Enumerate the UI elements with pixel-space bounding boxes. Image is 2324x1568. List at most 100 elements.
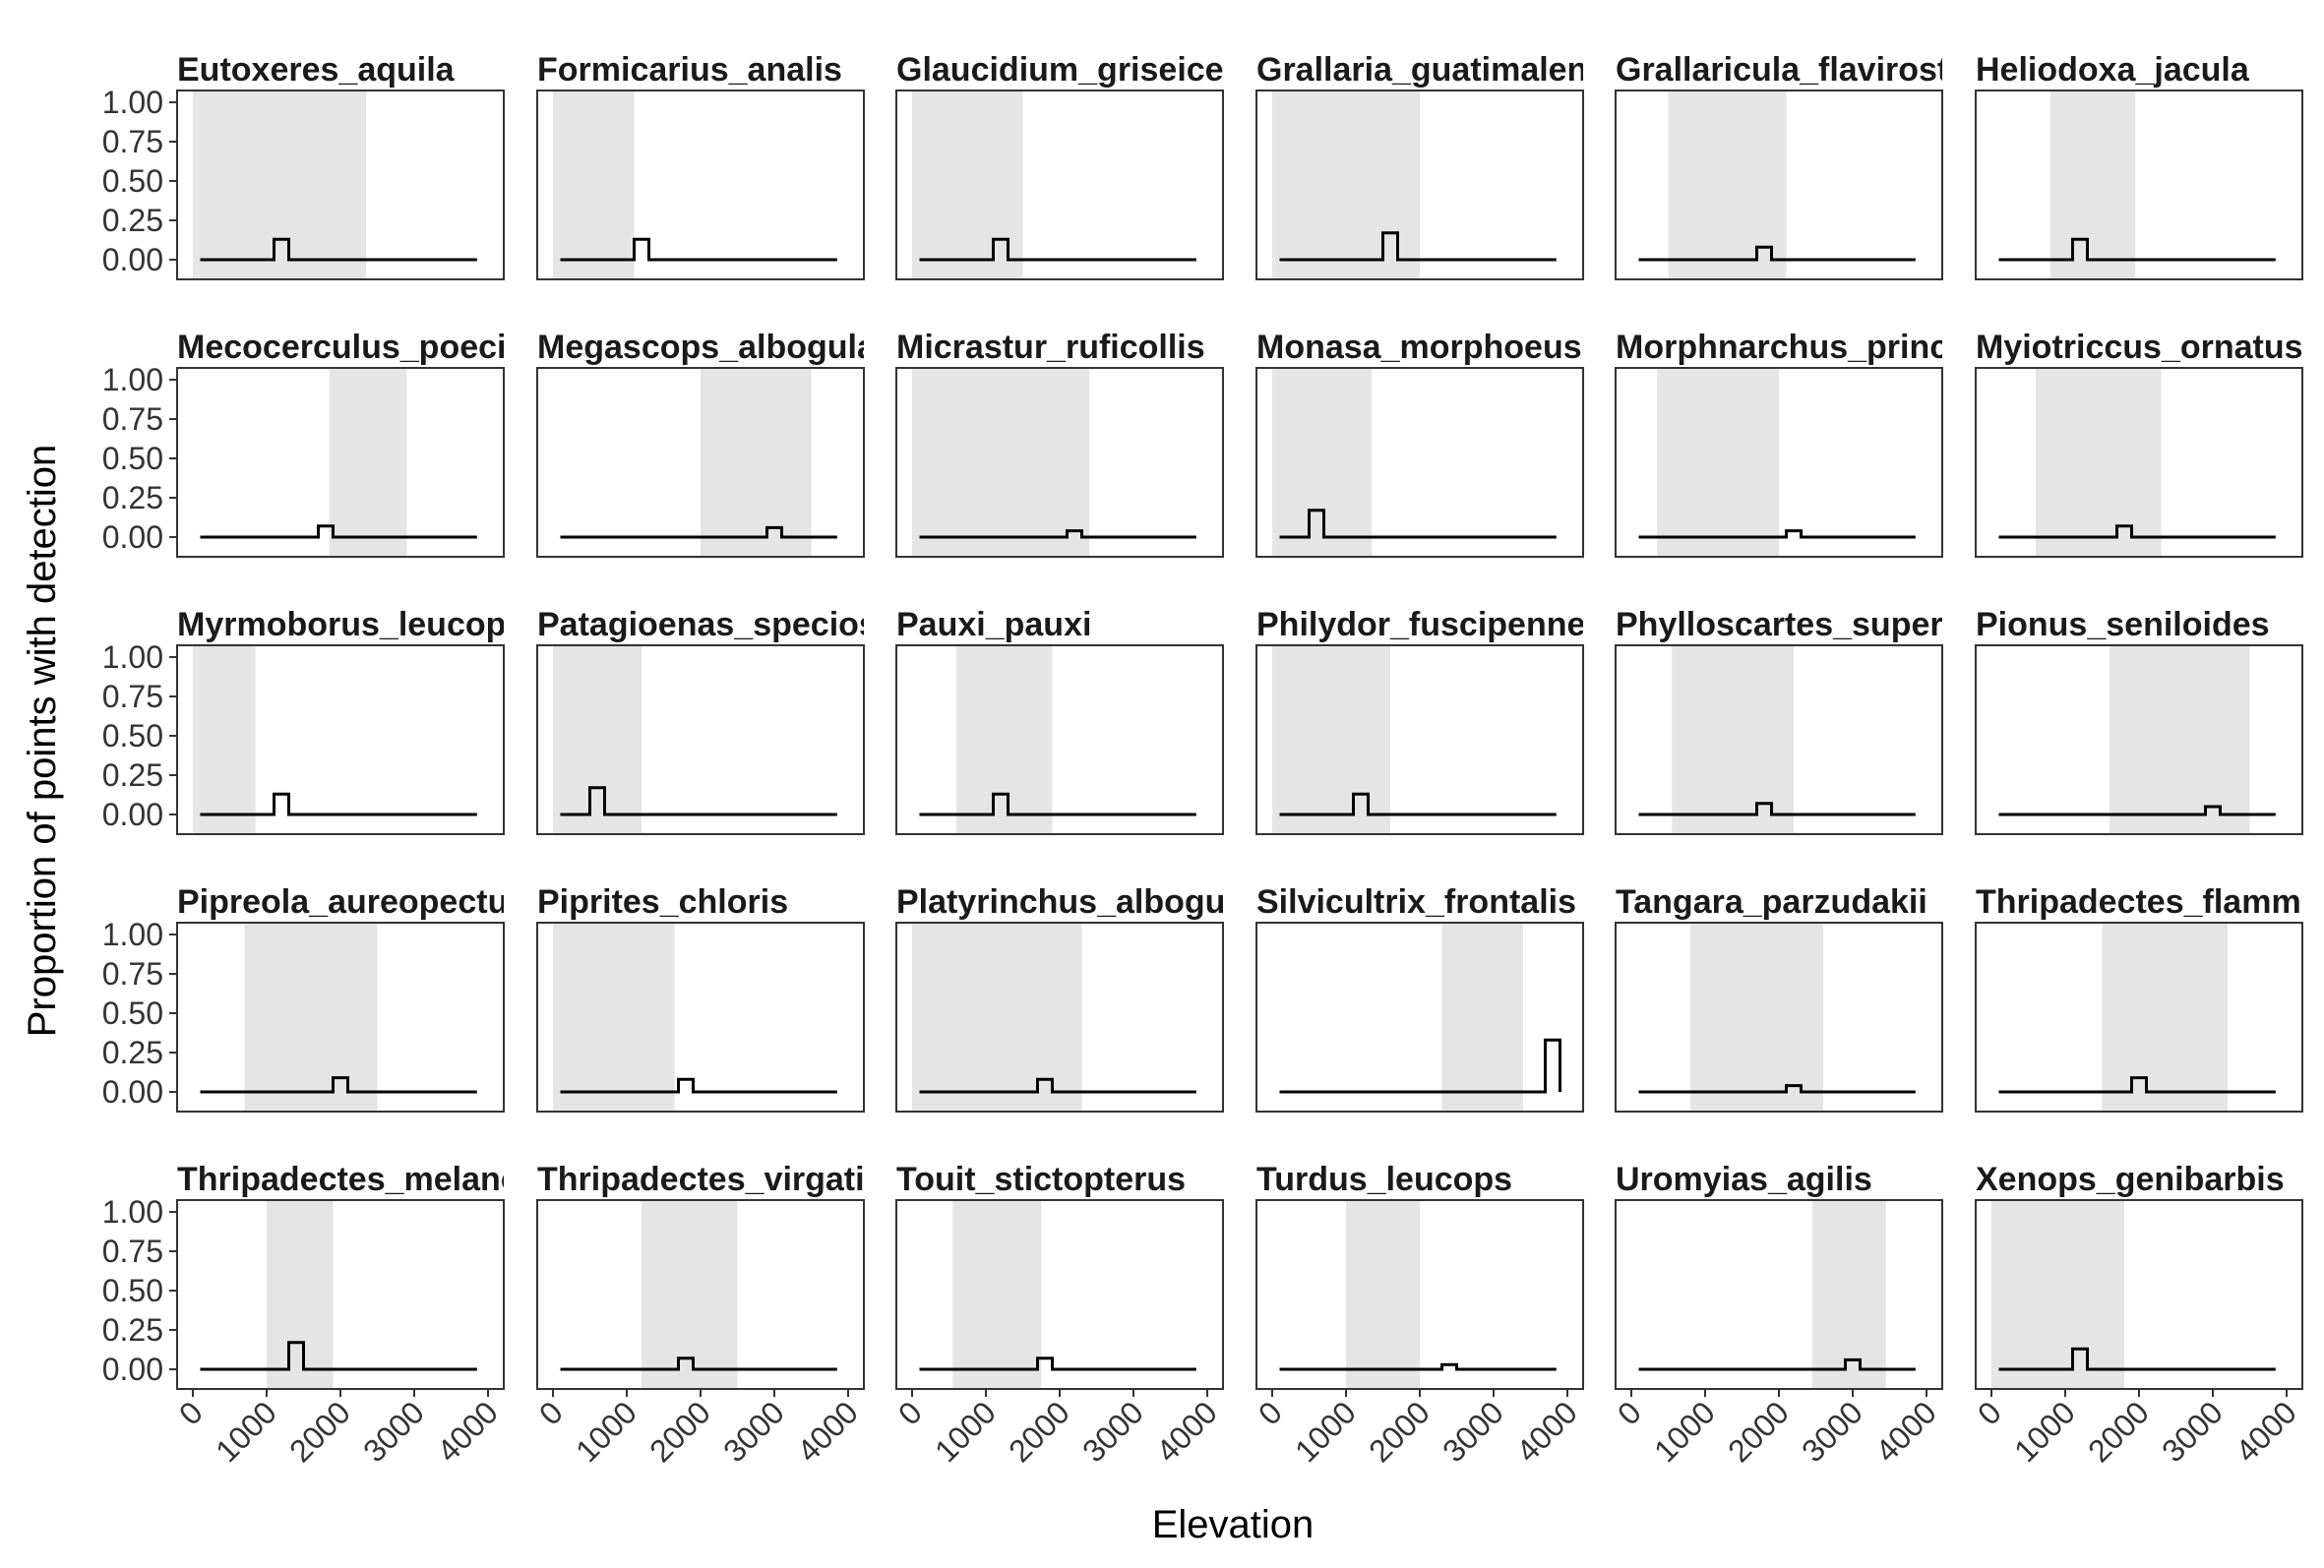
panel-border xyxy=(176,90,505,280)
x-tick-label: 2000 xyxy=(642,1394,717,1469)
facet-panel: Myrmoborus_leucophrys 0.00 0.250.50 0.75 1.0… xyxy=(102,606,577,835)
elevation-range-band xyxy=(1441,923,1523,1112)
x-tick-label: 3000 xyxy=(1075,1394,1150,1469)
elevation-range-band xyxy=(1668,90,1787,279)
panel-border xyxy=(1255,367,1584,558)
panel-border xyxy=(1975,922,2303,1113)
detection-step-line xyxy=(1638,1357,1916,1371)
detection-step-line xyxy=(200,1341,477,1371)
detection-step-line xyxy=(1279,509,1557,539)
y-tick-label: 1.00 xyxy=(102,1194,163,1230)
elevation-range-band xyxy=(2102,923,2228,1112)
x-tick-label: 1000 xyxy=(928,1394,1003,1469)
facet-panel: Heliodoxa_jacula xyxy=(1975,51,2303,280)
facet-panel: Mecocerculus_poecilocercus 0.00 0.25 0.50 0.… xyxy=(102,329,643,558)
facet-panel: Platyrinchus_albogularis xyxy=(895,883,1224,1113)
x-tick-label: 1000 xyxy=(2007,1394,2082,1469)
panel-border xyxy=(536,644,865,835)
detection-step-line xyxy=(560,525,837,539)
panel-border xyxy=(1615,367,1943,558)
detection-step-line xyxy=(560,1357,837,1371)
facet-panel: Piprites_chloris xyxy=(536,883,865,1113)
elevation-range-band xyxy=(1272,368,1373,557)
facet-title: Thripadectes_melanorhynchus xyxy=(177,1161,672,1198)
elevation-range-band xyxy=(1690,923,1823,1112)
detection-step-line xyxy=(1998,237,2276,262)
facet-panel: Patagioenas_speciosa xyxy=(536,606,865,835)
facet-title: Pionus_seniloides xyxy=(1976,606,2270,643)
facet-panel: Uromyias_agilis 0 1000 2000 3000 4000 xyxy=(1611,1161,1943,1469)
elevation-range-band xyxy=(193,90,367,279)
facet-title: Xenops_genibarbis xyxy=(1976,1161,2285,1198)
facet-panel: Monasa_morphoeus xyxy=(1255,329,1584,558)
facet-panel: Phylloscartes_superciliaris xyxy=(1615,606,2049,835)
facet-title: Morphnarchus_princeps xyxy=(1616,329,2006,366)
x-tick-label: 3000 xyxy=(2155,1394,2230,1469)
facet-title: Silvicultrix_frontalis xyxy=(1256,883,1576,921)
y-tick-label: 0.75 xyxy=(102,401,163,437)
x-tick-label: 4000 xyxy=(1149,1394,1224,1469)
facet-panel: Morphnarchus_princeps xyxy=(1615,329,2006,558)
facet-title: Myrmoborus_leucophrys xyxy=(177,606,577,643)
facet-title: Mecocerculus_poecilocercus xyxy=(177,329,643,366)
y-tick-label: 0.50 xyxy=(102,718,163,754)
elevation-range-band xyxy=(952,1200,1042,1389)
y-tick-label: 0.75 xyxy=(102,1234,163,1269)
elevation-range-band xyxy=(1657,368,1779,557)
elevation-range-band xyxy=(193,645,256,834)
facet-title: Phylloscartes_superciliaris xyxy=(1616,606,2049,643)
x-tick-label: 0 xyxy=(1611,1394,1648,1431)
facet-title: Piprites_chloris xyxy=(537,883,788,921)
facet-panel: Grallaricula_flavirostris xyxy=(1615,51,1989,280)
y-tick-label: 0.00 xyxy=(102,797,163,832)
y-tick-label: 0.50 xyxy=(102,441,163,476)
facet-panel: Turdus_leucops 0 1000 2000 3000 4000 xyxy=(1252,1161,1584,1469)
panel-border xyxy=(1615,90,1943,280)
detection-step-line xyxy=(1279,1038,1561,1094)
elevation-range-band xyxy=(2050,90,2136,279)
x-tick-label: 4000 xyxy=(1868,1394,1943,1469)
x-tick-label: 1000 xyxy=(569,1394,643,1469)
elevation-range-band xyxy=(2110,645,2250,834)
y-tick-label: 0.25 xyxy=(102,757,163,793)
y-tick-label: 0.00 xyxy=(102,519,163,555)
panel-border xyxy=(1255,922,1584,1113)
detection-step-line xyxy=(1638,1084,1916,1094)
panel-border xyxy=(1975,90,2303,280)
elevation-range-band xyxy=(642,1200,738,1389)
y-tick-label: 0.25 xyxy=(102,1035,163,1070)
facet-panel: Pionus_seniloides xyxy=(1975,606,2303,835)
detection-step-line xyxy=(560,786,837,816)
facet-panel: Touit_stictopterus 0 1000 2000 3000 4000 xyxy=(891,1161,1224,1469)
panel-border xyxy=(1255,90,1584,280)
y-tick-label: 0.75 xyxy=(102,124,163,159)
facet-panel: Formicarius_analis xyxy=(536,51,865,280)
elevation-range-band xyxy=(1991,1200,2124,1389)
facet-panel: Pauxi_pauxi xyxy=(895,606,1224,835)
y-tick-label: 0.00 xyxy=(102,1074,163,1110)
facet-title: Uromyias_agilis xyxy=(1616,1161,1872,1198)
panel-border xyxy=(1615,644,1943,835)
y-tick-label: 0.75 xyxy=(102,956,163,992)
detection-step-line xyxy=(1998,524,2276,539)
facet-title: Glaucidium_griseiceps xyxy=(896,51,1262,89)
y-tick-label: 0.25 xyxy=(102,203,163,238)
panel-border xyxy=(895,367,1224,558)
elevation-range-band xyxy=(912,90,1023,279)
facet-title: Monasa_morphoeus xyxy=(1256,329,1582,366)
panel-border xyxy=(895,1199,1224,1390)
x-tick-label: 3000 xyxy=(356,1394,431,1469)
elevation-range-band xyxy=(267,1200,334,1389)
elevation-range-band xyxy=(553,90,635,279)
panel-border xyxy=(895,922,1224,1113)
y-tick-label: 0.25 xyxy=(102,480,163,515)
y-tick-label: 1.00 xyxy=(102,917,163,952)
facet-title: Grallaricula_flavirostris xyxy=(1616,51,1989,89)
x-tick-label: 1000 xyxy=(1647,1394,1722,1469)
facet-panel: Megascops_albogularis xyxy=(536,329,865,558)
facet-panel: Pipreola_aureopectus 0.00 0.25 0.500.75 1.00 xyxy=(102,883,505,1113)
panel-border xyxy=(536,922,865,1113)
x-tick-label: 0 xyxy=(1252,1394,1289,1431)
detection-step-line xyxy=(560,1077,837,1094)
